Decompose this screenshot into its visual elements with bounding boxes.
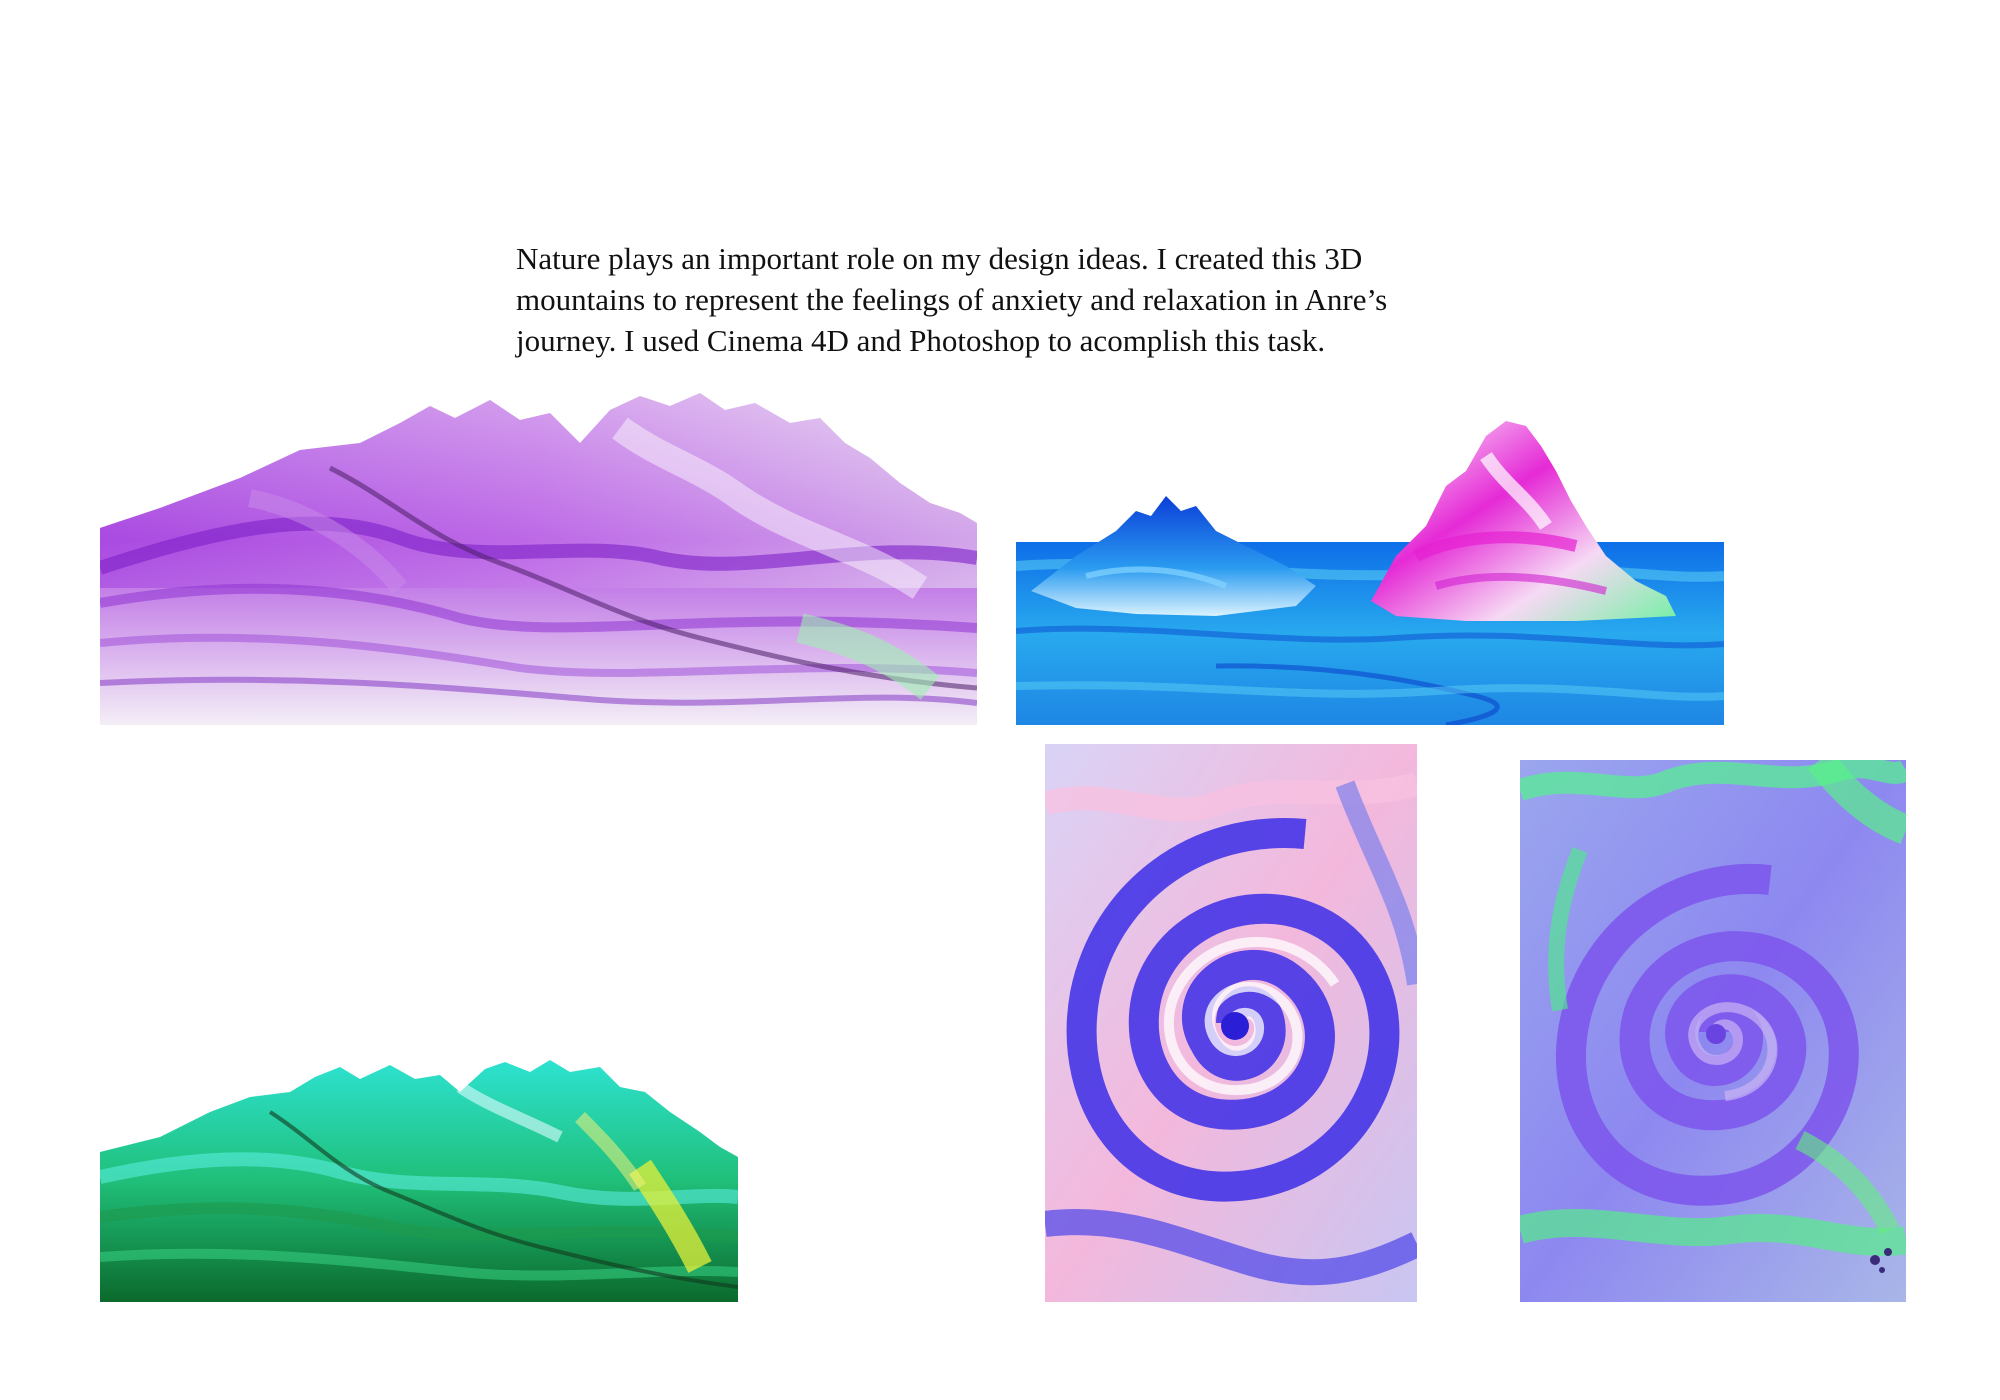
green-mountain-image xyxy=(100,1060,738,1302)
purple-mountain-image xyxy=(100,393,977,725)
pink-blue-swirl-image xyxy=(1045,744,1417,1302)
caption-line: mountains to represent the feelings of a… xyxy=(516,282,1388,317)
violet-green-swirl-image xyxy=(1520,760,1906,1302)
caption-text: Nature plays an important role on my des… xyxy=(516,238,1456,361)
blue-sea-islands-image xyxy=(1016,421,1724,725)
caption-line: Nature plays an important role on my des… xyxy=(516,241,1363,276)
caption-line: journey. I used Cinema 4D and Photoshop … xyxy=(516,323,1326,358)
